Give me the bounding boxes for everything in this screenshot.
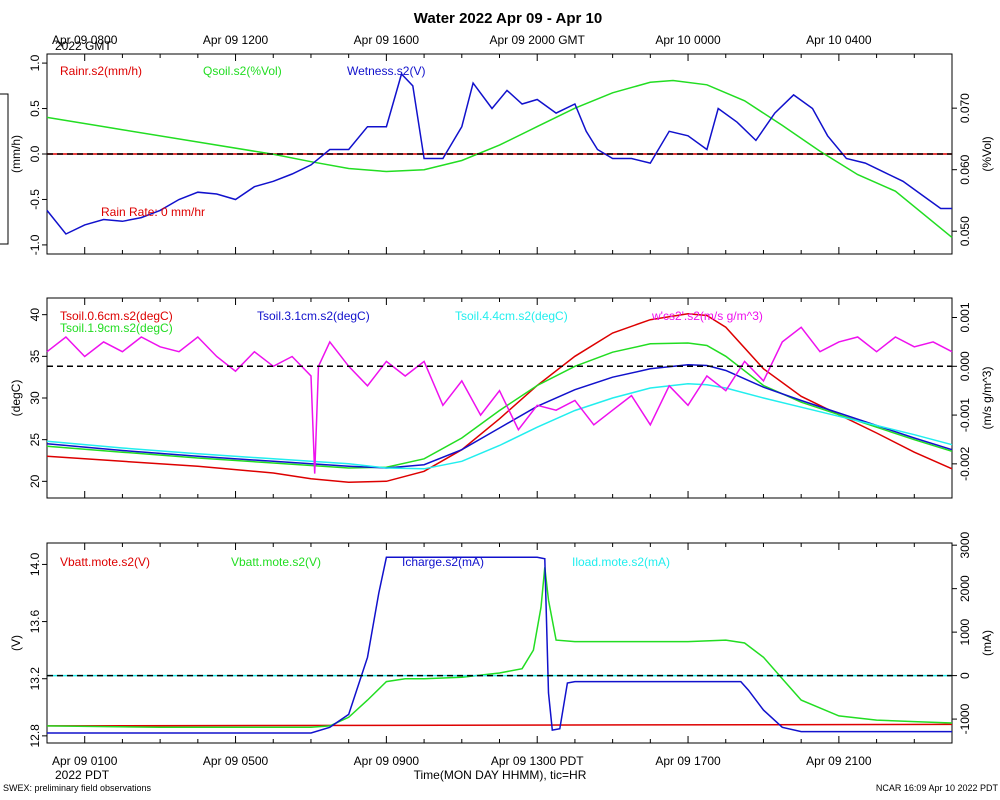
- right-tick-label: 0: [958, 672, 972, 679]
- legend-red: Tsoil.0.6cm.s2(degC): [60, 309, 173, 323]
- panel-3: 12.8 13.2 13.6 14.0 -1000 0 1000 2000 3000 (V) (mA…: [9, 532, 994, 748]
- top-axis-year-label: 2022 GMT: [55, 39, 112, 53]
- left-axis-label: (mm/h): [9, 135, 23, 173]
- right-tick-label: 0.050: [958, 216, 972, 246]
- right-tick-label: 0.060: [958, 154, 972, 184]
- top-tick-label: Apr 09 1200: [203, 33, 269, 47]
- right-tick-label: 2000: [958, 575, 972, 602]
- bottom-tick-label: Apr 09 0100: [52, 754, 118, 768]
- bottom-tick-label: Apr 09 0900: [354, 754, 420, 768]
- bottom-tick-label: Apr 09 1700: [655, 754, 721, 768]
- left-tick-label: 1.0: [28, 54, 42, 71]
- left-tick-label: 20: [28, 474, 42, 488]
- right-tick-label: 1000: [958, 618, 972, 645]
- right-tick-label: -0.002: [958, 447, 972, 481]
- bottom-axis-year-label: 2022 PDT: [55, 768, 110, 782]
- series-line-red: [46, 723, 953, 727]
- right-tick-label: -0.001: [958, 398, 972, 432]
- right-axis-label: (m/s g/m^3): [980, 367, 994, 430]
- bottom-tick-label: Apr 09 2100: [806, 754, 872, 768]
- series-line-green: [46, 342, 953, 469]
- legend-red: Vbatt.mote.s2(V): [60, 555, 150, 569]
- left-tick-label: -0.5: [28, 189, 42, 210]
- right-tick-label: 0.001: [958, 302, 972, 332]
- footer-right: NCAR 16:09 Apr 10 2022 PDT: [876, 783, 999, 793]
- series-line-blue: [47, 556, 952, 734]
- series-line-blue: [46, 72, 952, 235]
- bottom-tick-label: Apr 09 1300 PDT: [491, 754, 584, 768]
- top-tick-label: Apr 09 2000 GMT: [490, 33, 586, 47]
- top-tick-label: Apr 09 0800: [52, 33, 118, 47]
- left-tick-label: 40: [28, 308, 42, 322]
- top-tick-label: Apr 10 0000: [655, 33, 721, 47]
- footer-left: SWEX: preliminary field observations: [3, 783, 152, 793]
- legend-cyan: Iload.mote.s2(mA): [572, 555, 670, 569]
- bottom-axis-ticks: Apr 09 0100 Apr 09 0500 Apr 09 0900 Apr 09 …: [52, 754, 872, 768]
- legend-blue: Icharge.s2(mA): [402, 555, 484, 569]
- top-tick-label: Apr 10 0400: [806, 33, 872, 47]
- series-line-magenta: [46, 326, 953, 474]
- legend-green: Qsoil.s2(%Vol): [203, 64, 282, 78]
- legend-green: Tsoil.1.9cm.s2(degC): [60, 321, 173, 335]
- legend-blue: Tsoil.3.1cm.s2(degC): [257, 309, 370, 323]
- panel-2: 20 25 30 35 40 -0.002 -0.001 0.000 0.001 (degC) (m…: [9, 297, 994, 499]
- legend-green: Vbatt.mote.s2(V): [231, 555, 321, 569]
- legend-red: Rainr.s2(mm/h): [60, 64, 142, 78]
- legend-cyan: Tsoil.4.4cm.s2(degC): [455, 309, 568, 323]
- left-tick-label: -1.0: [28, 234, 42, 255]
- series-line-red: [46, 313, 953, 483]
- chart-title: Water 2022 Apr 09 - Apr 10: [414, 10, 602, 27]
- left-axis-label: (degC): [9, 380, 23, 417]
- top-tick-label: Apr 09 1600: [354, 33, 420, 47]
- legend-magenta: w'cs2'.s2(m/s g/m^3): [651, 309, 763, 323]
- legend-blue: Wetness.s2(V): [347, 64, 425, 78]
- right-tick-label: -1000: [958, 703, 972, 734]
- right-tick-label: 0.000: [958, 351, 972, 381]
- top-axis-ticks: Apr 09 0800 Apr 09 1200 Apr 09 1600 Apr 09 …: [52, 33, 872, 47]
- left-tick-label: 13.6: [28, 610, 42, 634]
- left-tick-label: 12.8: [28, 724, 42, 748]
- series-line-cyan: [46, 383, 953, 470]
- series-line-blue: [46, 363, 953, 469]
- left-tick-label: 0.5: [28, 100, 42, 117]
- bottom-tick-label: Apr 09 0500: [203, 754, 269, 768]
- left-tick-label: 25: [28, 433, 42, 447]
- left-tick-label: 35: [28, 349, 42, 363]
- left-edge-bracket: [0, 93, 9, 245]
- right-axis-label: (%Vol): [980, 136, 994, 171]
- rain-rate-annotation: Rain Rate: 0 mm/hr: [101, 205, 205, 219]
- left-tick-label: 13.2: [28, 667, 42, 691]
- left-tick-label: 14.0: [28, 552, 42, 576]
- series-line-green: [46, 79, 953, 238]
- right-axis-label: (mA): [980, 630, 994, 656]
- x-axis-label: Time(MON DAY HHMM), tic=HR: [414, 768, 587, 782]
- chart-panels: -1.0 -0.5 0.0 0.5 1.0 0.050 0.060 0.070 (mm/h) (%…: [9, 53, 994, 748]
- left-tick-label: 0.0: [28, 145, 42, 162]
- right-tick-label: 3000: [958, 532, 972, 559]
- left-axis-label: (V): [9, 635, 23, 651]
- left-tick-label: 30: [28, 391, 42, 405]
- panel-1: -1.0 -0.5 0.0 0.5 1.0 0.050 0.060 0.070 (mm/h) (%…: [9, 53, 994, 255]
- right-tick-label: 0.070: [958, 93, 972, 123]
